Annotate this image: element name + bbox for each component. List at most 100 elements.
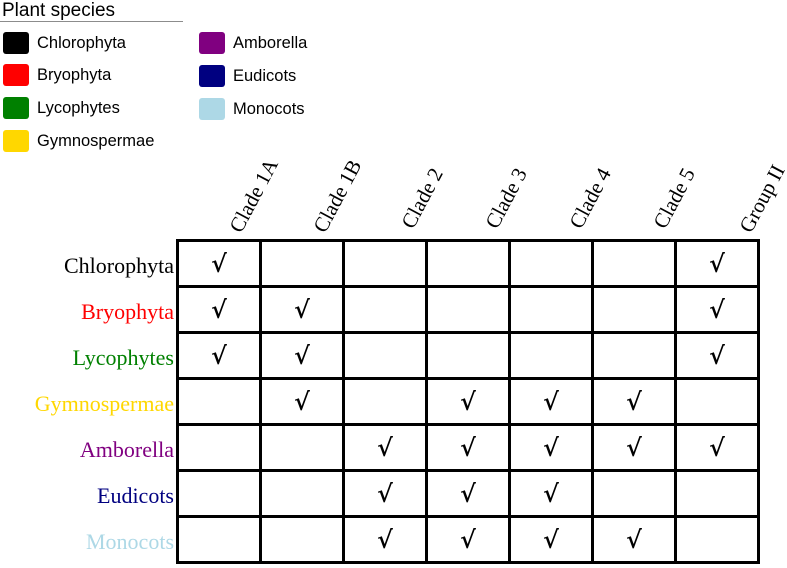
grid-cell (259, 469, 345, 518)
grid-cell: √ (259, 285, 345, 334)
grid-cell: √ (176, 285, 262, 334)
grid-row: √ √ √ (176, 469, 760, 518)
column-header-clade-2: Clade 2 (396, 163, 448, 233)
grid-cell (591, 469, 677, 518)
grid-cell (342, 239, 428, 288)
grid-cell (259, 239, 345, 288)
check-mark: √ (460, 433, 476, 462)
grid-cell: √ (591, 515, 677, 564)
grid-cell: √ (591, 423, 677, 472)
grid-cell (342, 377, 428, 426)
grid-cell (259, 515, 345, 564)
grid-cell (591, 239, 677, 288)
grid-cell: √ (176, 239, 262, 288)
check-mark: √ (460, 387, 476, 416)
column-header-clade-1a: Clade 1A (224, 154, 283, 237)
check-mark: √ (294, 295, 310, 324)
check-mark: √ (294, 387, 310, 416)
grid-cell: √ (591, 377, 677, 426)
grid-cell: √ (508, 469, 594, 518)
grid-row: √ √ √ √ (176, 377, 760, 426)
check-mark: √ (709, 341, 725, 370)
legend-item-lycophytes: Lycophytes (3, 96, 120, 120)
grid-cell (508, 239, 594, 288)
row-label-amborella: Amborella (79, 437, 174, 462)
check-mark: √ (211, 295, 227, 324)
legend-label: Lycophytes (37, 98, 120, 117)
grid-cell (425, 239, 511, 288)
grid-cell: √ (342, 469, 428, 518)
grid-cell: √ (425, 515, 511, 564)
column-header-clade-3: Clade 3 (480, 163, 532, 233)
check-mark: √ (377, 433, 393, 462)
check-mark: √ (626, 433, 642, 462)
grid-cell (342, 285, 428, 334)
legend-label: Monocots (233, 99, 305, 118)
legend-swatch (199, 98, 225, 120)
row-label-eudicots: Eudicots (97, 483, 174, 508)
legend-label: Bryophyta (37, 65, 112, 84)
column-header-clade-1b: Clade 1B (308, 155, 367, 237)
grid-cell (342, 331, 428, 380)
grid-cell (425, 331, 511, 380)
grid-cell (674, 469, 760, 518)
grid-cell (176, 469, 262, 518)
legend-swatch (3, 32, 29, 54)
grid-cell (591, 331, 677, 380)
grid-cell (425, 285, 511, 334)
grid-cell: √ (425, 469, 511, 518)
grid-cell: √ (674, 423, 760, 472)
legend-label: Gymnospermae (37, 131, 155, 150)
grid-cell (176, 515, 262, 564)
check-mark: √ (543, 525, 559, 554)
check-mark: √ (377, 479, 393, 508)
grid-cell: √ (259, 331, 345, 380)
grid-cell: √ (674, 285, 760, 334)
row-label-gymnospermae: Gymnospermae (34, 391, 174, 416)
grid-row: √ √ √ √ √ (176, 423, 760, 472)
legend-swatch (3, 64, 29, 86)
grid-cell: √ (674, 331, 760, 380)
legend-item-bryophyta: Bryophyta (3, 63, 111, 87)
check-mark: √ (709, 249, 725, 278)
row-label-lycophytes: Lycophytes (72, 345, 174, 370)
legend-swatch (3, 130, 29, 152)
grid-cell: √ (342, 423, 428, 472)
grid-cell: √ (342, 515, 428, 564)
check-mark: √ (626, 525, 642, 554)
row-label-monocots: Monocots (86, 529, 174, 554)
check-mark: √ (294, 341, 310, 370)
grid-row: √ √ √ (176, 285, 760, 334)
check-mark: √ (543, 387, 559, 416)
grid-cell (591, 285, 677, 334)
column-header-clade-5: Clade 5 (648, 163, 700, 233)
check-mark: √ (709, 433, 725, 462)
grid-cell (674, 515, 760, 564)
grid-cell: √ (508, 377, 594, 426)
grid-cell (176, 377, 262, 426)
column-header-group-ii: Group II (734, 160, 787, 237)
grid-row: √ √ √ (176, 331, 760, 380)
legend-item-chlorophyta: Chlorophyta (3, 31, 126, 55)
check-mark: √ (709, 295, 725, 324)
grid-cell (508, 285, 594, 334)
grid-body: √ √ √ √ √ √ √ √ √ √ √ √ √ √ √ √ √ √ √ √ √ √ √ √ (176, 239, 760, 564)
check-mark: √ (377, 525, 393, 554)
grid-cell: √ (176, 331, 262, 380)
legend-item-amborella: Amborella (199, 31, 307, 55)
check-mark: √ (543, 479, 559, 508)
grid-row: √ √ √ √ (176, 515, 760, 564)
check-mark: √ (211, 341, 227, 370)
legend-swatch (3, 97, 29, 119)
legend-swatch (199, 65, 225, 87)
check-mark: √ (211, 249, 227, 278)
check-mark: √ (626, 387, 642, 416)
row-label-chlorophyta: Chlorophyta (64, 253, 174, 278)
grid-cell (259, 423, 345, 472)
grid-cell: √ (674, 239, 760, 288)
check-mark: √ (460, 479, 476, 508)
legend-label: Amborella (233, 33, 308, 52)
grid-cell (508, 331, 594, 380)
legend-label: Chlorophyta (37, 33, 126, 52)
grid-cell: √ (508, 515, 594, 564)
